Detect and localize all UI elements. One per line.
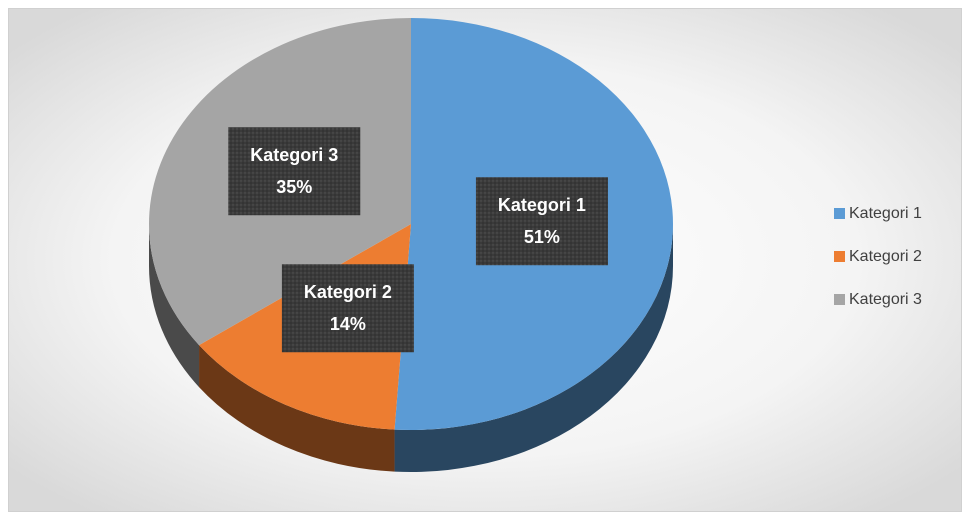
legend-label: Kategori 2 (849, 248, 922, 265)
data-label-value: 35% (276, 177, 312, 197)
legend-label: Kategori 1 (849, 205, 922, 222)
legend-swatch (834, 251, 845, 262)
legend-swatch (834, 294, 845, 305)
data-label-box (475, 177, 608, 266)
legend-swatch (834, 208, 845, 219)
slice-side (394, 224, 673, 472)
data-label-value: 51% (524, 227, 560, 247)
data-label-box (228, 127, 361, 216)
data-label-category: Kategori 3 (250, 145, 338, 165)
data-label-category: Kategori 2 (304, 282, 392, 302)
slice-side (149, 224, 200, 388)
data-label-category: Kategori 1 (498, 195, 586, 215)
legend-label: Kategori 3 (849, 291, 922, 308)
data-label-box (281, 264, 414, 353)
slice-side (199, 345, 395, 472)
data-label-value: 14% (330, 314, 366, 334)
